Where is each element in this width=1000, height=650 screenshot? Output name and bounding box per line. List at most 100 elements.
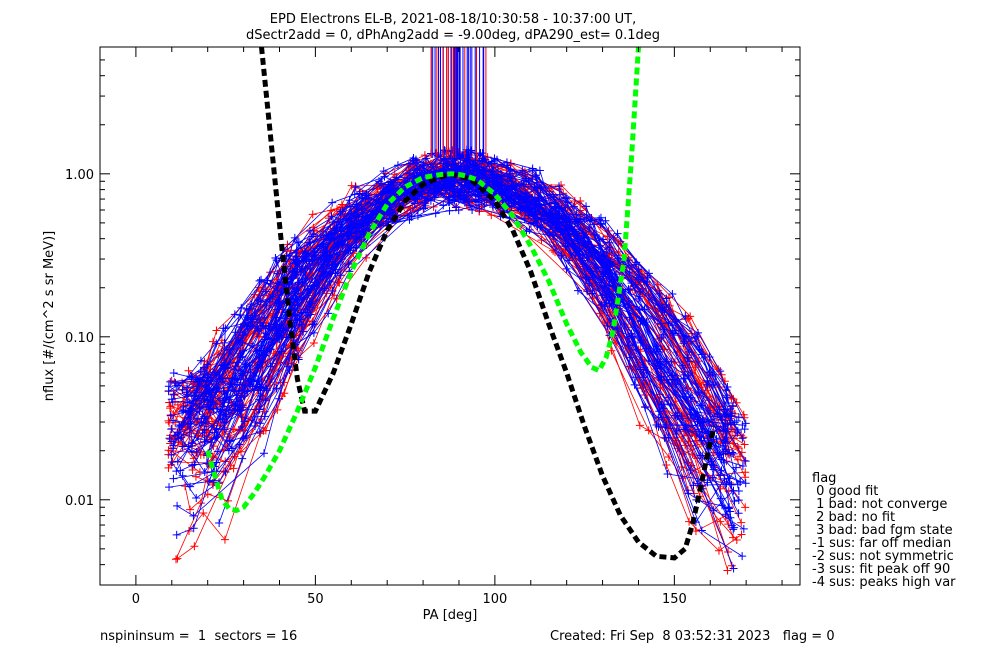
data-point <box>188 461 197 470</box>
data-point <box>723 566 732 575</box>
data-point <box>229 425 238 434</box>
data-point <box>310 320 319 329</box>
data-point <box>471 197 480 206</box>
data-point <box>192 493 201 502</box>
data-point <box>257 383 266 392</box>
data-point <box>728 409 737 418</box>
data-point <box>655 289 664 298</box>
data-point <box>325 277 334 286</box>
data-point <box>709 506 718 515</box>
plot-frame <box>99 46 801 586</box>
data-point <box>346 202 355 211</box>
data-point <box>169 444 178 453</box>
data-point <box>183 383 192 392</box>
data-point <box>238 352 247 361</box>
data-point <box>405 215 414 224</box>
data-point <box>730 497 739 506</box>
data-point <box>606 257 615 266</box>
data-point <box>575 244 584 253</box>
data-point <box>175 422 184 431</box>
data-point <box>497 181 506 190</box>
x-tick-label: 150 <box>662 592 687 607</box>
data-point <box>560 225 569 234</box>
data-point <box>225 437 234 446</box>
data-point <box>201 381 210 390</box>
data-point <box>521 174 530 183</box>
y-tick-label: 0.10 <box>65 331 94 346</box>
data-point <box>347 229 356 238</box>
data-point <box>248 341 257 350</box>
data-point <box>246 368 255 377</box>
data-point <box>198 429 207 438</box>
data-point <box>173 381 182 390</box>
data-point <box>563 198 572 207</box>
data-point <box>720 436 729 445</box>
data-point <box>255 427 264 436</box>
data-point <box>167 437 176 446</box>
legend-entry: -2 sus: not symmetric <box>812 549 954 564</box>
data-point <box>251 422 260 431</box>
data-point <box>605 265 614 274</box>
data-point <box>741 457 750 466</box>
data-point <box>681 312 690 321</box>
data-point <box>741 419 750 428</box>
data-point <box>693 479 702 488</box>
data-point <box>480 200 489 209</box>
data-point <box>740 456 749 465</box>
data-point <box>729 449 738 458</box>
data-point <box>660 305 669 314</box>
data-point <box>307 284 316 293</box>
data-point <box>721 426 730 435</box>
data-point <box>237 303 246 312</box>
data-point <box>199 508 208 517</box>
data-point <box>271 254 280 263</box>
legend-title: flag <box>812 471 836 486</box>
data-point <box>439 155 448 164</box>
data-line <box>188 189 729 541</box>
data-point <box>685 357 694 366</box>
data-point <box>662 461 671 470</box>
data-point <box>562 194 571 203</box>
data-point <box>632 273 641 282</box>
data-point <box>429 184 438 193</box>
data-point <box>268 293 277 302</box>
data-point <box>730 418 739 427</box>
footer-left: nspininsum = 1 sectors = 16 <box>100 629 297 644</box>
data-point <box>741 503 750 512</box>
data-point <box>338 207 347 216</box>
data-point <box>708 473 717 482</box>
data-point <box>173 554 182 563</box>
legend-entry: 1 bad: not converge <box>812 497 947 512</box>
data-point <box>605 238 614 247</box>
data-point <box>640 305 649 314</box>
data-line <box>186 157 747 424</box>
data-point <box>193 414 202 423</box>
data-point <box>184 408 193 417</box>
data-point <box>713 409 722 418</box>
data-point <box>421 201 430 210</box>
data-point <box>191 472 200 481</box>
data-point <box>693 388 702 397</box>
data-point <box>298 327 307 336</box>
data-point <box>241 360 250 369</box>
data-point <box>735 478 744 487</box>
data-point <box>470 160 479 169</box>
data-point <box>573 286 582 295</box>
data-point <box>226 436 235 445</box>
data-point <box>164 387 173 396</box>
data-point <box>346 246 355 255</box>
data-point <box>727 480 736 489</box>
x-axis-label: PA [deg] <box>423 608 478 623</box>
data-point <box>691 527 700 536</box>
data-point <box>687 393 696 402</box>
footer-right: Created: Fri Sep 8 03:52:31 2023 flag = … <box>550 629 835 644</box>
data-point <box>588 289 597 298</box>
data-line <box>177 180 726 462</box>
data-point <box>644 357 653 366</box>
data-point <box>456 191 465 200</box>
data-point <box>590 230 599 239</box>
data-point <box>319 267 328 276</box>
data-point <box>238 454 247 463</box>
data-point <box>213 447 222 456</box>
data-line <box>171 166 734 511</box>
